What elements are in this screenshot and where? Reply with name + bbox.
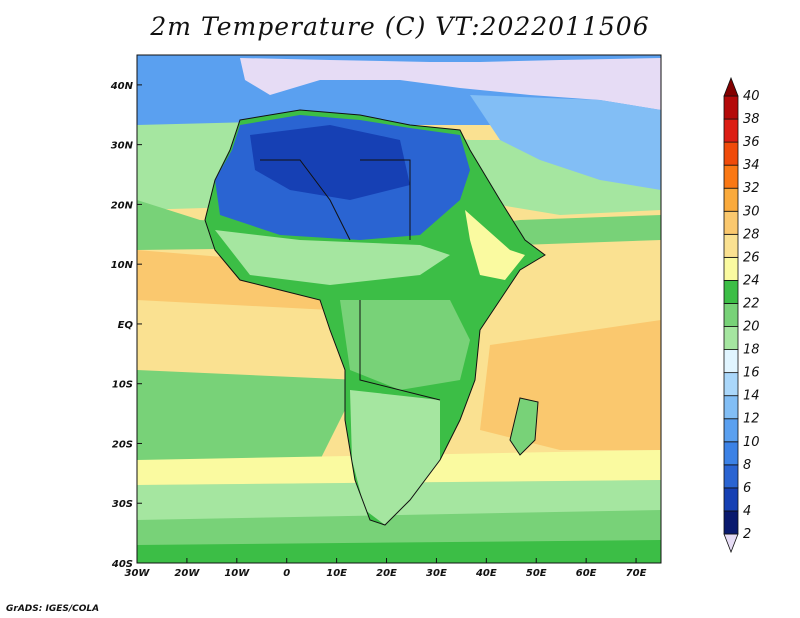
axes: 30W 20W 10W 0 10E 20E 30E 40E 50E 60E 70E 40N 30N 20N…	[110, 81, 647, 579]
lat-tick-label: 30S	[112, 499, 133, 510]
plot-frame	[136, 54, 662, 564]
colorbar-swatch	[723, 210, 739, 235]
colorbar-swatch	[723, 95, 739, 120]
colorbar-bottom-arrow	[723, 533, 739, 554]
colorbar-level-label: 28	[743, 227, 760, 242]
colorbar-level-label: 30	[743, 204, 760, 219]
colorbar-level-label: 16	[743, 366, 760, 381]
colorbar-level-label: 10	[743, 435, 760, 450]
colorbar-swatch	[723, 395, 739, 420]
lon-tick-label: 60E	[576, 568, 597, 579]
congo-green	[340, 300, 470, 390]
colorbar-swatch	[723, 464, 739, 489]
lon-tick-label: 0	[283, 568, 290, 579]
colorbar-level-label: 2	[743, 527, 751, 542]
colorbar-level-label: 24	[743, 273, 760, 288]
sahel-green	[215, 230, 450, 285]
colorbar-swatch	[723, 256, 739, 281]
lon-tick-label: 70E	[626, 568, 647, 579]
lat-tick-label: 10S	[112, 380, 133, 391]
lon-tick-label: 20W	[174, 568, 200, 579]
colorbar-swatch	[723, 233, 739, 258]
temperature-field	[137, 55, 661, 563]
colorbar-swatch	[723, 187, 739, 212]
colorbar-swatch	[723, 510, 739, 535]
band-south-green	[137, 370, 360, 460]
colorbar-swatch	[723, 349, 739, 374]
lat-tick-label: 40S	[111, 559, 133, 570]
colorbar-level-label: 20	[743, 320, 760, 335]
colorbar-swatch	[723, 118, 739, 143]
colorbar-swatch	[723, 303, 739, 327]
chart-title: 2m Temperature (C) VT:2022011506	[150, 12, 650, 41]
colorbar-level-label: 34	[743, 158, 760, 173]
colorbar-swatch	[723, 418, 739, 443]
colorbar-top-arrow	[723, 76, 739, 97]
lat-tick-label: 10N	[111, 260, 134, 271]
colorbar-level-label: 38	[743, 112, 760, 127]
lat-tick-label: 30N	[111, 141, 134, 152]
coastlines	[204, 109, 546, 526]
lon-tick-label: 50E	[526, 568, 547, 579]
colorbar-level-label: 14	[743, 389, 760, 404]
colorbar-level-label: 8	[743, 458, 751, 473]
colorbar-level-label: 6	[743, 481, 751, 496]
lat-tick-label: 20S	[112, 439, 133, 450]
colorbar-level-label: 32	[743, 181, 760, 196]
colorbar-swatch	[723, 280, 739, 304]
colorbar-level-label: 12	[743, 412, 760, 427]
horn-warm	[465, 210, 525, 280]
colorbar-swatch	[723, 372, 739, 397]
band-far-south	[137, 540, 661, 563]
colorbar-level-label: 4	[743, 504, 751, 519]
lon-tick-label: 10W	[224, 568, 250, 579]
colorbar-level-label: 36	[743, 135, 760, 150]
middle-east-cool	[470, 95, 661, 190]
colorbar-level-label: 18	[743, 343, 760, 358]
lon-tick-label: 10E	[326, 568, 347, 579]
colorbar-swatch	[723, 441, 739, 466]
lat-tick-label: 20N	[111, 200, 134, 211]
colorbar-swatch	[723, 326, 739, 350]
lat-tick-label: 40N	[110, 81, 134, 92]
colorbar-swatch	[723, 164, 739, 189]
colorbar-swatch	[723, 141, 739, 166]
south-africa-cool	[350, 390, 440, 525]
lon-tick-label: 30W	[125, 568, 151, 579]
sahara-coldest	[250, 125, 410, 200]
lon-tick-label: 40E	[475, 568, 497, 579]
europe-cold-land	[240, 58, 661, 110]
lon-tick-label: 20E	[376, 568, 397, 579]
colorbar-level-label: 22	[743, 296, 760, 311]
colorbar-level-label: 40	[743, 89, 760, 104]
colorbar-swatch	[723, 487, 739, 512]
colorbar-level-label: 26	[743, 250, 760, 265]
lat-tick-label: EQ	[118, 320, 134, 331]
grads-credit: GrADS: IGES/COLA	[6, 604, 100, 614]
lon-tick-label: 30E	[426, 568, 447, 579]
